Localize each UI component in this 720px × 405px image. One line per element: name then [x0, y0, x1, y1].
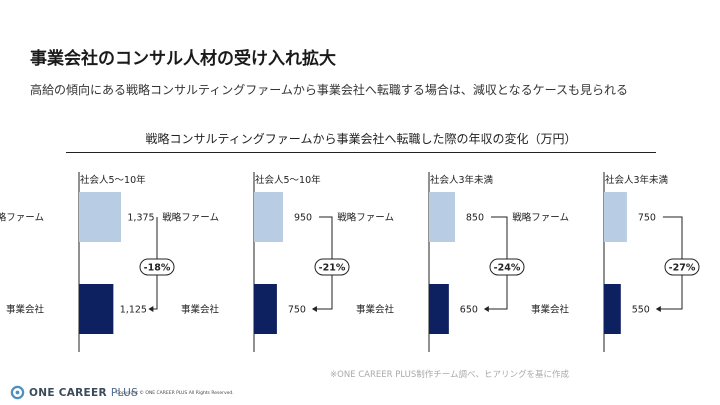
panel-3-value-company: 650 — [460, 305, 478, 316]
panel-1-value-company: 1,125 — [120, 305, 147, 316]
panel-1-arrowhead-icon — [148, 306, 154, 312]
panel-1-group-label: 社会人5〜10年 — [80, 174, 146, 186]
source-note: ※ONE CAREER PLUS制作チーム調べ、ヒアリングを基に作成 — [330, 370, 570, 380]
panel-2-change-badge — [314, 258, 350, 276]
page-subtitle: 高給の傾向にある戦略コンサルティングファームから事業会社へ転職する場合は、減収と… — [30, 83, 628, 97]
panel-2-category-consulting: 戦略ファーム — [162, 212, 219, 224]
panel-2-group-label: 社会人5〜10年 — [255, 174, 321, 186]
logo-text-sub: PLUS — [110, 386, 139, 399]
chart-title: 戦略コンサルティングファームから事業会社へ転職した際の年収の変化（万円） — [145, 132, 577, 146]
logo-icon — [10, 385, 25, 400]
panel-4-category-company: 事業会社 — [531, 304, 570, 316]
panel-4-bar-consulting — [604, 192, 627, 242]
panel-3-group-label: 社会人3年未満 — [430, 174, 494, 186]
panel-2-bar-company — [254, 284, 277, 334]
panel-4-change-label: -27% — [669, 263, 696, 274]
panel-1-bar-company — [79, 284, 114, 334]
panel-4-value-company: 550 — [632, 305, 650, 316]
panel-3-change-badge — [489, 258, 525, 276]
panel-1-category-consulting: 戦略ファーム — [0, 212, 44, 224]
logo-text-main: ONE CAREER — [29, 386, 107, 399]
panel-3-value-consulting: 850 — [466, 213, 484, 224]
panel-2-category-company: 事業会社 — [181, 304, 220, 316]
panel-2-arrowhead-icon — [311, 306, 317, 312]
panel-3-category-consulting: 戦略ファーム — [337, 212, 394, 224]
panel-1-change-badge — [139, 258, 175, 276]
panel-3-bar-consulting — [429, 192, 455, 242]
panel-1-category-company: 事業会社 — [6, 304, 45, 316]
page-title: 事業会社のコンサル人材の受け入れ拡大 — [30, 49, 336, 69]
panel-2-bar-consulting — [254, 192, 284, 242]
panel-4-category-consulting: 戦略ファーム — [512, 212, 569, 224]
panel-4-arrowhead-icon — [655, 306, 661, 312]
panel-3-arrowhead-icon — [483, 306, 489, 312]
panel-1-change-label: -18% — [144, 263, 171, 274]
panel-3-category-company: 事業会社 — [356, 304, 395, 316]
panel-3-bar-company — [429, 284, 449, 334]
panel-3-change-label: -24% — [494, 263, 521, 274]
panel-2-value-company: 750 — [288, 305, 306, 316]
panel-4-value-consulting: 750 — [638, 213, 656, 224]
panel-1-bar-consulting — [79, 192, 121, 242]
chart-title-rule — [66, 152, 656, 153]
panel-2-value-consulting: 950 — [294, 213, 312, 224]
company-logo: ONE CAREER PLUS — [10, 385, 138, 400]
panel-1-value-consulting: 1,375 — [127, 213, 154, 224]
panel-4-change-badge — [664, 258, 700, 276]
copyright: Copyright © ONE CAREER PLUS All Rights R… — [116, 391, 234, 396]
panel-4-bar-company — [604, 284, 621, 334]
panel-4-group-label: 社会人3年未満 — [605, 174, 669, 186]
panel-2-change-label: -21% — [319, 263, 346, 274]
